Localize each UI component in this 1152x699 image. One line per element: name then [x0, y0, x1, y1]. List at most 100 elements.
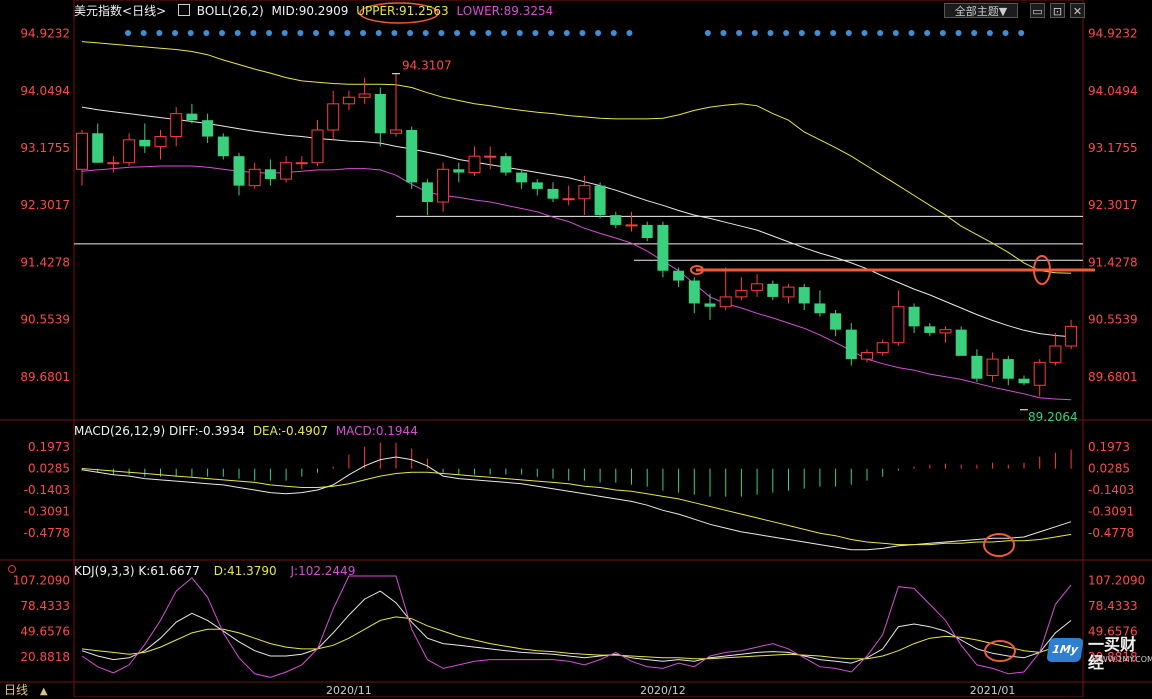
watermark-brand: 一买财经: [1088, 635, 1137, 672]
candle-body: [358, 93, 371, 98]
period-tab[interactable]: 日线 ▲: [4, 683, 48, 699]
candle-body: [1049, 345, 1062, 363]
header-dot: [328, 30, 335, 36]
header-dot: [924, 30, 931, 36]
y-tick-label: -0.1403: [1088, 483, 1134, 497]
header-dot: [407, 30, 414, 36]
y-tick-label: 91.4278: [20, 255, 70, 269]
candle-body: [421, 182, 433, 202]
y-tick-label: 20.8818: [20, 650, 70, 664]
candle-body: [908, 306, 920, 327]
header-dot: [187, 30, 194, 36]
close-button[interactable]: ✕: [1070, 3, 1085, 18]
header-dot: [579, 30, 586, 36]
header-dot: [971, 30, 978, 36]
annotation-circle: [690, 264, 704, 275]
y-tick-label: -0.4778: [1088, 526, 1134, 540]
annotation-circle: [983, 533, 1015, 557]
kdj-d-line: [81, 616, 1072, 660]
macd-value: MACD:0.1944: [335, 424, 418, 438]
candle-body: [986, 358, 999, 376]
chart-icon[interactable]: [177, 4, 190, 16]
header-dot: [344, 30, 351, 36]
y-tick-label: -0.1403: [24, 483, 70, 497]
boll-upper-line: [81, 41, 1072, 274]
header-dot: [501, 30, 508, 36]
boll-lower-line: [81, 165, 1072, 401]
header-dot: [1002, 30, 1009, 36]
header-dot: [798, 30, 805, 36]
candle-body: [625, 224, 638, 227]
kdj-label: KDJ(9,3,3): [74, 564, 135, 578]
y-tick-label: -0.3091: [24, 504, 70, 518]
candle-body: [248, 168, 261, 187]
macd-diff: DIFF:-0.3934: [168, 424, 245, 438]
candle-body: [76, 132, 88, 170]
period-selector[interactable]: <日线>: [122, 4, 167, 18]
candle-body: [594, 185, 606, 216]
candle-body: [1002, 359, 1014, 379]
header-dot: [548, 30, 555, 36]
header-dot: [140, 30, 147, 36]
candle-body: [578, 185, 591, 200]
header-dot: [736, 30, 743, 36]
header-dot: [125, 30, 131, 36]
candle-body: [939, 329, 952, 334]
candle-body: [311, 129, 324, 164]
high-label: 94.3107: [402, 59, 452, 73]
period-tab-arrow: ▲: [39, 686, 48, 697]
header-dot: [422, 30, 429, 36]
candle-body: [484, 155, 497, 158]
header-dot: [986, 30, 993, 36]
candle-body: [830, 313, 842, 330]
theme-dropdown[interactable]: 全部主题▼: [944, 3, 1018, 18]
kdj-settings-icon: [8, 565, 16, 573]
header-dot: [704, 30, 711, 36]
candle-body: [751, 283, 764, 291]
candle-body: [217, 136, 229, 157]
candle-body: [641, 224, 653, 238]
candle-body: [1033, 361, 1046, 386]
header-dot: [955, 30, 962, 36]
macd-label: MACD(26,12,9): [74, 424, 166, 438]
header-dot: [532, 30, 539, 36]
candle-body: [123, 139, 136, 164]
header-dot: [908, 30, 915, 36]
main-header: 美元指数<日线> BOLL(26,2) MID:90.2909 UPPER:91…: [74, 4, 553, 18]
kdj-j-line: [81, 575, 1072, 678]
y-tick-label: 92.3017: [20, 198, 70, 212]
candle-body: [610, 215, 622, 225]
candle-body: [547, 188, 559, 199]
y-tick-label: 0.0285: [1088, 462, 1130, 476]
maximize-button[interactable]: ⊡: [1050, 3, 1065, 18]
candle-body: [719, 296, 732, 308]
candle-body: [186, 113, 198, 121]
macd-dea: DEA:-0.4907: [252, 424, 328, 438]
candle-body: [845, 329, 857, 360]
macd-header: MACD(26,12,9) DIFF:-0.3934 DEA:-0.4907 M…: [74, 424, 418, 438]
y-tick-label: 90.5539: [1088, 313, 1138, 327]
header-dot: [297, 30, 304, 36]
y-tick-label: 93.1755: [20, 141, 70, 155]
candle-body: [453, 169, 465, 173]
header-dot: [469, 30, 476, 36]
kdj-d: D:41.3790: [213, 564, 277, 578]
x-tick-label: 2020/11: [326, 684, 372, 697]
candle-body: [516, 172, 528, 183]
candle-body: [202, 120, 214, 137]
y-tick-label: 0.1973: [1088, 440, 1130, 454]
header-dot: [939, 30, 946, 36]
y-tick-label: 94.0494: [1088, 84, 1138, 98]
header-dot: [595, 30, 602, 36]
header-dot: [234, 30, 241, 36]
y-tick-label: 89.6801: [20, 370, 70, 384]
header-dot: [250, 30, 257, 36]
header-dot: [266, 30, 273, 36]
annotation-circle: [1033, 254, 1051, 285]
header-dot: [219, 30, 226, 36]
candle-body: [107, 162, 120, 165]
x-tick-label: 2020/12: [640, 684, 686, 697]
plot-frame: [73, 0, 1084, 697]
candle-body: [955, 329, 967, 356]
restore-button[interactable]: ▭: [1030, 3, 1045, 18]
